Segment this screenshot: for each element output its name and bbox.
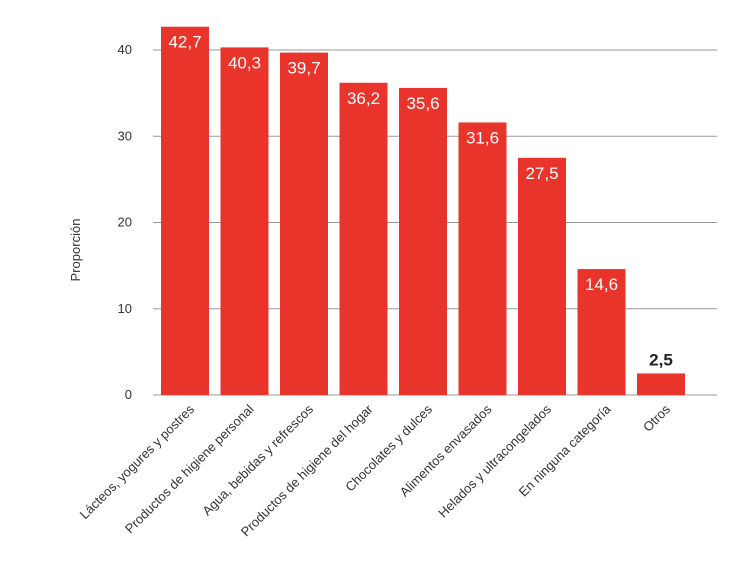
data-label: 14,6 xyxy=(585,275,618,294)
data-label: 42,7 xyxy=(168,33,201,52)
bar xyxy=(161,26,209,396)
y-tick-label: 40 xyxy=(118,42,132,57)
bars xyxy=(161,26,685,396)
y-axis: 0 10 20 30 40 xyxy=(118,42,132,402)
bar xyxy=(458,122,507,395)
bar xyxy=(399,87,447,395)
data-label: 2,5 xyxy=(649,350,673,369)
data-label: 27,5 xyxy=(525,164,558,183)
bar xyxy=(220,47,269,395)
y-tick-label: 30 xyxy=(118,128,132,143)
y-axis-label: Proporción xyxy=(68,219,83,282)
y-tick-label: 0 xyxy=(125,387,132,402)
data-label: 35,6 xyxy=(406,94,439,113)
y-tick-label: 10 xyxy=(118,301,132,316)
data-label: 40,3 xyxy=(228,53,261,72)
data-label: 39,7 xyxy=(287,59,320,78)
x-tick-label: Lácteos, yogures y postres xyxy=(77,401,198,522)
bar xyxy=(637,373,685,395)
data-label: 36,2 xyxy=(347,89,380,108)
bar xyxy=(518,157,566,395)
bar xyxy=(280,52,328,396)
data-labels: 42,7 40,3 39,7 36,2 35,6 31,6 27,5 14,6 2,5 xyxy=(168,33,672,370)
x-tick-label: Helados y ultracongelados xyxy=(435,401,554,520)
y-tick-label: 20 xyxy=(118,215,132,230)
bar xyxy=(577,269,626,395)
x-tick-label: Otros xyxy=(640,401,673,434)
x-tick-label: Productos de higiene personal xyxy=(122,401,257,536)
x-tick-label: Agua, bebidas y refrescos xyxy=(199,401,316,518)
data-label: 31,6 xyxy=(466,128,499,147)
bar xyxy=(339,82,388,396)
